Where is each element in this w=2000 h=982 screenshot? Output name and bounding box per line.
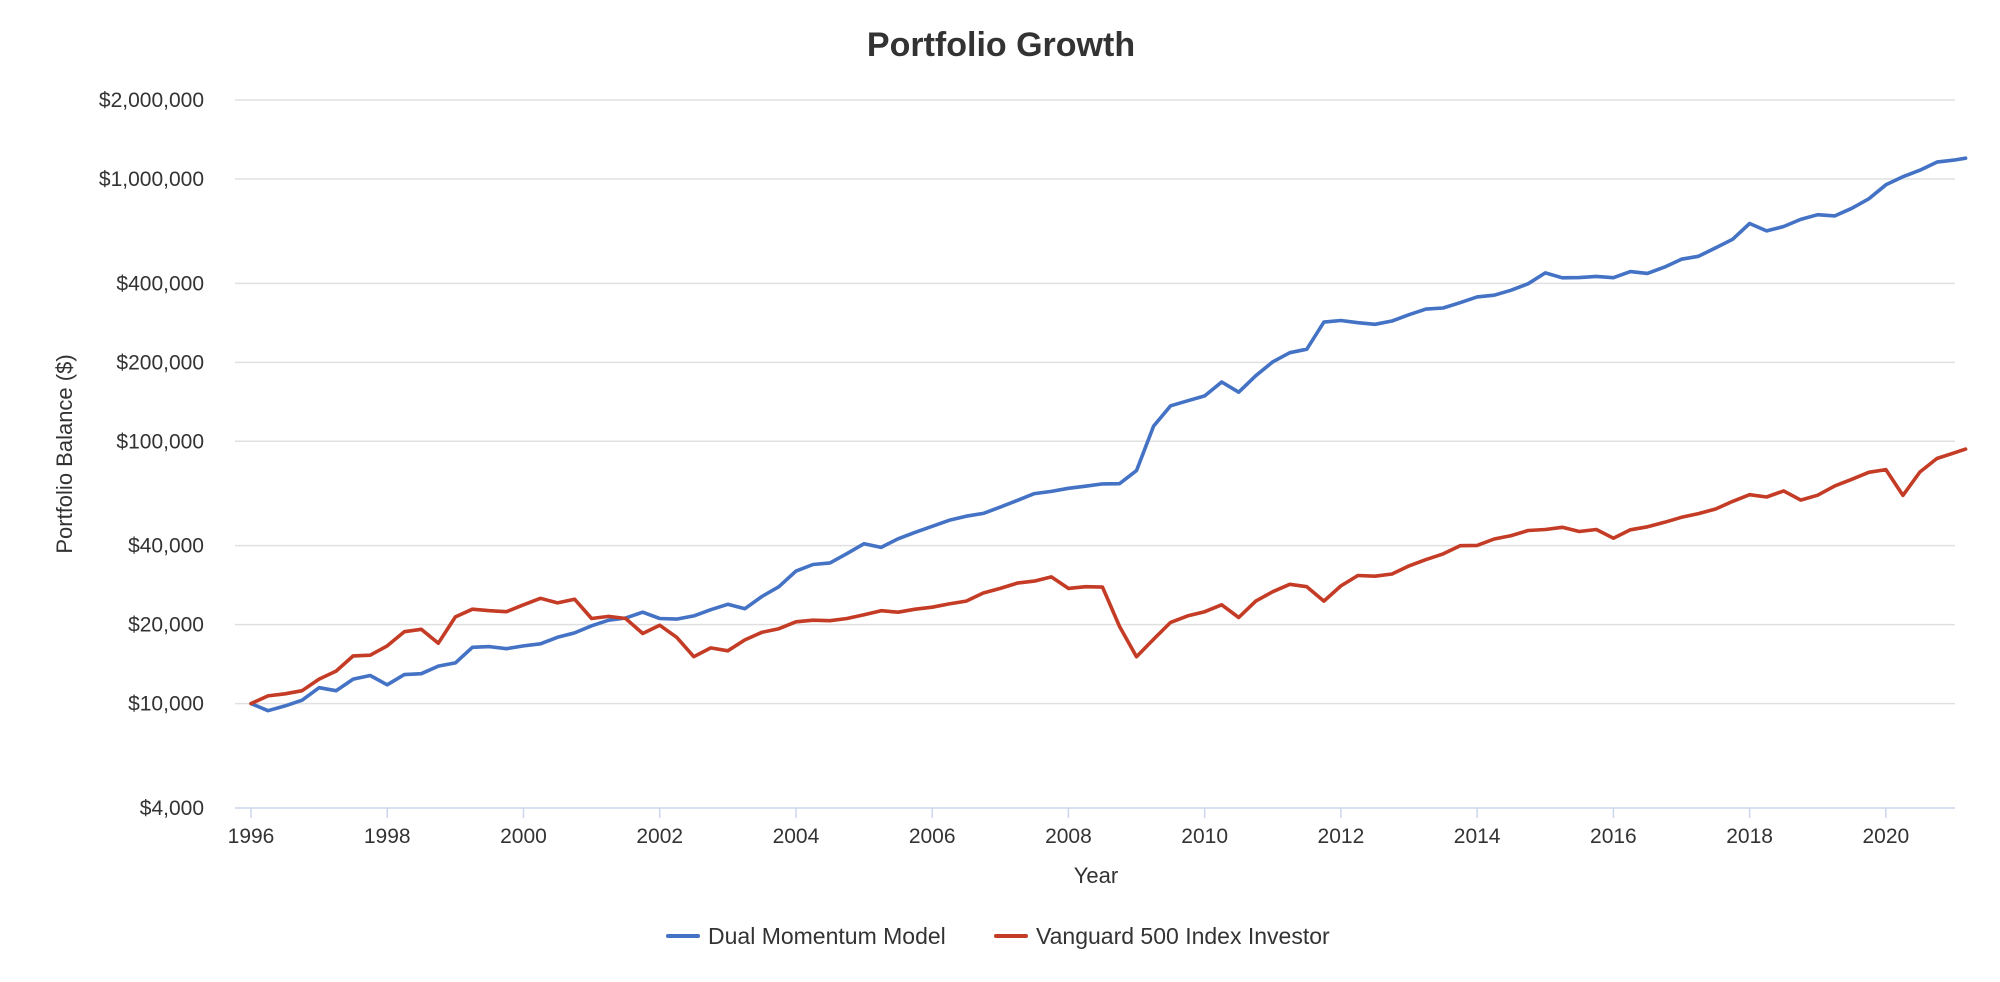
series-lines <box>249 156 1968 713</box>
y-tick-label: $10,000 <box>128 693 204 716</box>
legend-item[interactable]: Dual Momentum Model <box>666 923 946 949</box>
x-tick-label: 2000 <box>500 825 547 848</box>
y-tick-label: $200,000 <box>116 351 204 374</box>
y-tick-label: $20,000 <box>128 614 204 637</box>
x-tick-label: 2020 <box>1862 825 1909 848</box>
y-tick-label: $2,000,000 <box>99 89 204 112</box>
x-tick-label: 2018 <box>1726 825 1773 848</box>
legend: Dual Momentum Model Vanguard 500 Index In… <box>666 923 1330 949</box>
x-tick-label: 2010 <box>1181 825 1228 848</box>
legend-label: Dual Momentum Model <box>708 923 946 949</box>
x-tick-label: 2008 <box>1045 825 1092 848</box>
x-axis-tick-labels: 1996 1998 2000 2002 2004 2006 2008 2010 2012 2014… <box>228 808 1909 848</box>
y-axis-title: Portfolio Balance ($) <box>52 354 77 553</box>
x-tick-label: 2004 <box>773 825 820 848</box>
x-tick-label: 2016 <box>1590 825 1637 848</box>
y-tick-label: $400,000 <box>116 272 204 295</box>
legend-item[interactable]: Vanguard 500 Index Investor <box>994 923 1330 949</box>
legend-label: Vanguard 500 Index Investor <box>1036 923 1330 949</box>
y-tick-label: $4,000 <box>140 797 204 820</box>
x-tick-label: 2006 <box>909 825 956 848</box>
y-tick-label: $1,000,000 <box>99 168 204 191</box>
x-tick-label: 1998 <box>364 825 411 848</box>
gridlines <box>235 99 1955 705</box>
y-tick-label: $40,000 <box>128 535 204 558</box>
x-axis-title: Year <box>1074 863 1118 888</box>
x-tick-label: 2012 <box>1318 825 1365 848</box>
x-tick-label: 1996 <box>228 825 275 848</box>
x-tick-label: 2002 <box>636 825 683 848</box>
x-tick-label: 2014 <box>1454 825 1501 848</box>
y-axis-tick-labels: $4,000 $10,000 $20,000 $40,000 $100,000 $200,… <box>99 89 204 820</box>
y-tick-label: $100,000 <box>116 430 204 453</box>
series-line-dual-momentum-model[interactable] <box>249 156 1968 713</box>
series-line-vanguard-500-index-investor[interactable] <box>249 447 1968 706</box>
chart-title: Portfolio Growth <box>867 26 1135 64</box>
